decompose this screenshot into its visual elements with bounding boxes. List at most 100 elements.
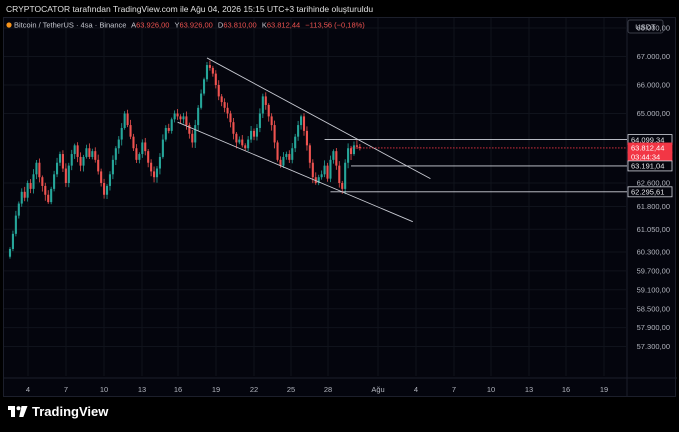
- candle-body: [164, 127, 167, 140]
- time-axis[interactable]: 4 7 10 13 16 19 22 25 28 Ağu 4 7 10 13 16 19: [26, 385, 608, 394]
- candle-body: [297, 125, 300, 137]
- price-label-text: 62.295,61: [631, 188, 664, 197]
- channel-lower-line[interactable]: [177, 121, 413, 223]
- candle-body: [111, 159, 114, 175]
- legend-low-label: D: [218, 21, 224, 30]
- legend-high-label: Y: [174, 21, 179, 30]
- price-label-text: 03:44:34: [631, 153, 660, 162]
- time-tick-label: 13: [525, 385, 533, 394]
- candle-body: [67, 165, 70, 184]
- candle-body: [8, 248, 12, 257]
- candle-body: [329, 159, 332, 179]
- candle-body: [108, 174, 112, 186]
- candles: [8, 60, 361, 259]
- candle-body: [35, 162, 38, 175]
- candle-body: [252, 130, 256, 137]
- candle-body: [58, 154, 62, 163]
- price-tick-label: 59.700,00: [637, 267, 670, 276]
- legend-change: −113,56 (−0,18%): [305, 21, 365, 30]
- price-label-text: 64.099,34: [631, 135, 664, 144]
- candle-body: [150, 162, 153, 172]
- time-tick-label: 22: [250, 385, 258, 394]
- candle-body: [358, 146, 361, 148]
- candle-body: [70, 154, 73, 166]
- candle-body: [314, 177, 317, 184]
- candle-body: [352, 145, 356, 155]
- time-tick-label: 19: [212, 385, 220, 394]
- legend-close-value: 63.812,44: [267, 21, 300, 30]
- currency-button[interactable]: USDT: [627, 19, 664, 34]
- legend-open-label: A: [131, 21, 136, 30]
- time-tick-label: 10: [100, 385, 108, 394]
- candle-body: [17, 203, 20, 216]
- candle-body: [226, 107, 229, 114]
- candle-body: [167, 127, 170, 131]
- candle-body: [323, 165, 326, 175]
- candle-body: [305, 130, 308, 146]
- time-tick-label: 13: [138, 385, 146, 394]
- candle-body: [332, 151, 335, 160]
- candle-body: [173, 113, 176, 120]
- candle-body: [38, 162, 41, 178]
- candle-body: [50, 188, 53, 203]
- candle-body: [191, 133, 194, 143]
- footer-bar: [0, 397, 679, 432]
- chart-panel[interactable]: Bitcoin / TetherUS · 4sa · Binance A63.9…: [3, 17, 677, 398]
- grid: [4, 18, 677, 398]
- candle-body: [176, 113, 179, 117]
- legend-symbol: Bitcoin / TetherUS · 4sa · Binance: [14, 21, 126, 30]
- price-label-box: [627, 186, 673, 198]
- legend-high-value: 63.926,00: [179, 21, 212, 30]
- candle-body: [241, 139, 244, 146]
- candle-body: [82, 156, 85, 166]
- candle-body: [347, 148, 350, 163]
- candle-body: [132, 136, 135, 149]
- candle-body: [64, 168, 67, 184]
- candle-body: [179, 116, 182, 120]
- price-tick-label: 62.600,00: [637, 179, 670, 188]
- candle-body: [302, 116, 306, 131]
- legend-open-value: 63.926,00: [136, 21, 169, 30]
- candle-body: [308, 145, 311, 163]
- candle-body: [100, 171, 103, 184]
- candle-body: [161, 139, 164, 157]
- price-tick-label: 59.100,00: [637, 285, 670, 294]
- candle-body: [202, 79, 206, 94]
- candle-body: [294, 136, 297, 149]
- candlestick-chart[interactable]: Bitcoin / TetherUS · 4sa · Binance A63.9…: [4, 18, 677, 398]
- candle-body: [229, 113, 232, 123]
- legend-close-label: K: [262, 21, 267, 30]
- candle-body: [235, 133, 238, 143]
- channel-upper-line[interactable]: [206, 57, 431, 180]
- tradingview-logo: TradingView: [8, 404, 108, 419]
- time-tick-label: 10: [487, 385, 495, 394]
- candle-body: [155, 168, 159, 178]
- time-tick-label: 16: [174, 385, 182, 394]
- price-axis[interactable]: 68.000,00 67.000,00 66.000,00 65.000,00 62.6…: [637, 24, 670, 352]
- candle-body: [258, 113, 261, 128]
- candle-body: [205, 65, 209, 80]
- price-tick-label: 58.500,00: [637, 304, 670, 313]
- candle-body: [147, 151, 150, 163]
- candle-body: [103, 183, 106, 195]
- candle-body: [244, 145, 247, 149]
- candle-body: [144, 142, 147, 152]
- time-tick-label: 4: [414, 385, 418, 394]
- candle-body: [220, 96, 223, 103]
- currency-label: USDT: [635, 23, 656, 32]
- time-tick-label: 4: [26, 385, 30, 394]
- candle-body: [11, 233, 14, 249]
- price-tick-label: 60.300,00: [637, 248, 670, 257]
- candle-body: [44, 185, 47, 195]
- candle-body: [85, 148, 88, 157]
- candle-body: [232, 122, 235, 134]
- tradingview-mark-icon: [8, 406, 28, 417]
- price-tick-label: 61.800,00: [637, 202, 670, 211]
- candle-body: [317, 177, 320, 184]
- candle-body: [208, 65, 211, 68]
- candle-body: [73, 145, 76, 155]
- candle-body: [288, 154, 291, 160]
- candle-body: [211, 67, 214, 74]
- price-tick-label: 67.000,00: [637, 52, 670, 61]
